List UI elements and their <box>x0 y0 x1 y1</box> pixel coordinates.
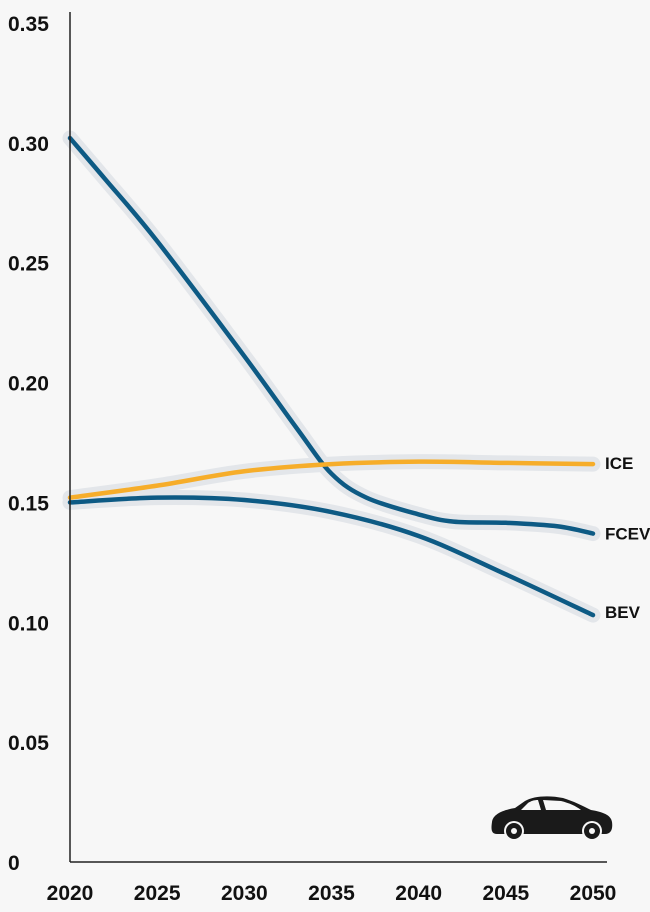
series-line-bev <box>67 495 596 618</box>
car-window-rear <box>521 800 541 810</box>
y-tick-label: 0.20 <box>8 373 49 396</box>
y-axis-ticks: 0 0.05 0.10 0.15 0.20 0.25 0.30 0.35 <box>8 13 49 875</box>
series-line-fcev <box>67 135 596 536</box>
series-label-bev: BEV <box>605 603 641 622</box>
axes <box>69 12 607 863</box>
series-labels: ICE FCEV BEV <box>605 454 650 622</box>
series-label-ice: ICE <box>605 454 633 473</box>
series-lines <box>67 135 596 618</box>
x-tick-label: 2020 <box>47 882 94 905</box>
y-tick-label: 0.05 <box>8 732 49 755</box>
x-tick-label: 2035 <box>308 882 355 905</box>
x-tick-label: 2045 <box>482 882 529 905</box>
y-tick-label: 0.35 <box>8 13 49 36</box>
y-tick-label: 0 <box>8 852 20 875</box>
x-axis-ticks: 2020 2025 2030 2035 2040 2045 2050 <box>47 882 617 905</box>
y-tick-label: 0.15 <box>8 492 49 515</box>
car-icon <box>491 796 613 841</box>
y-tick-label: 0.25 <box>8 253 49 276</box>
car-body <box>491 796 613 834</box>
car-wheel-rear-hub <box>511 828 517 834</box>
x-tick-label: 2050 <box>570 882 617 905</box>
series-line-ice <box>67 459 596 500</box>
car-wheel-front-hub <box>589 828 595 834</box>
x-tick-label: 2040 <box>395 882 442 905</box>
y-tick-label: 0.30 <box>8 133 49 156</box>
series-label-fcev: FCEV <box>605 525 650 544</box>
x-tick-label: 2025 <box>134 882 181 905</box>
x-tick-label: 2030 <box>221 882 268 905</box>
y-tick-label: 0.10 <box>8 612 49 635</box>
car-window-front <box>543 800 581 810</box>
